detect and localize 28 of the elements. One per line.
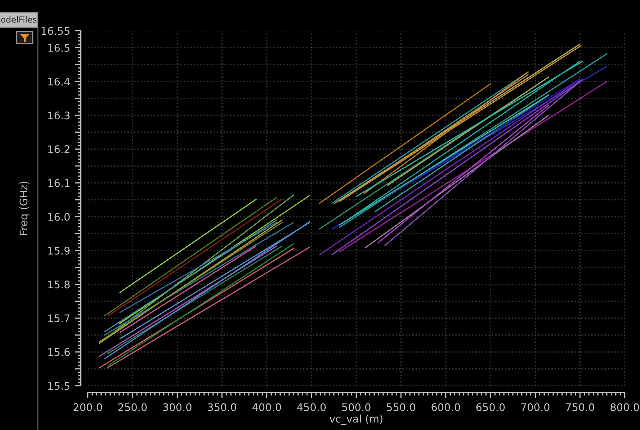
x-tick-label: 550.0 bbox=[387, 404, 416, 412]
x-axis-title: vc_val (m) bbox=[330, 414, 383, 426]
y-tick-label: 16.2 bbox=[48, 146, 70, 154]
x-tick-label: 400.0 bbox=[252, 404, 282, 412]
y-tick-label: 15.6 bbox=[48, 348, 70, 356]
x-tick-label: 500.0 bbox=[342, 404, 371, 412]
x-tick-label: 350.0 bbox=[208, 404, 236, 412]
x-tick-label: 750.0 bbox=[566, 404, 594, 412]
y-tick-label: 15.5 bbox=[48, 382, 70, 390]
y-tick-label: 16.3 bbox=[48, 112, 70, 120]
y-tick-label: 16.1 bbox=[48, 179, 70, 188]
y-tick-label: 15.8 bbox=[48, 280, 70, 289]
y-tick-label: 16.0 bbox=[48, 213, 70, 222]
x-tick-label: 300.0 bbox=[163, 404, 192, 412]
x-tick-label: 200.0 bbox=[74, 404, 102, 412]
x-tick-label: 800.0 bbox=[610, 404, 640, 412]
y-tick-label: 15.7 bbox=[48, 314, 70, 322]
y-tick-label: 16.4 bbox=[48, 78, 70, 86]
x-tick-label: 700.0 bbox=[521, 404, 550, 412]
x-tick-label: 450.0 bbox=[297, 404, 326, 412]
y-tick-label: 16.5 bbox=[48, 44, 70, 52]
text: odelFiles bbox=[1, 16, 37, 23]
y-axis-title: Freq (GHz) bbox=[20, 182, 30, 236]
y-tick-label: 15.9 bbox=[48, 246, 70, 255]
y-tick-label: 16.55 bbox=[42, 27, 70, 36]
x-tick-label: 600.0 bbox=[432, 404, 460, 412]
x-tick-label: 650.0 bbox=[476, 404, 505, 412]
x-tick-label: 250.0 bbox=[118, 404, 147, 412]
